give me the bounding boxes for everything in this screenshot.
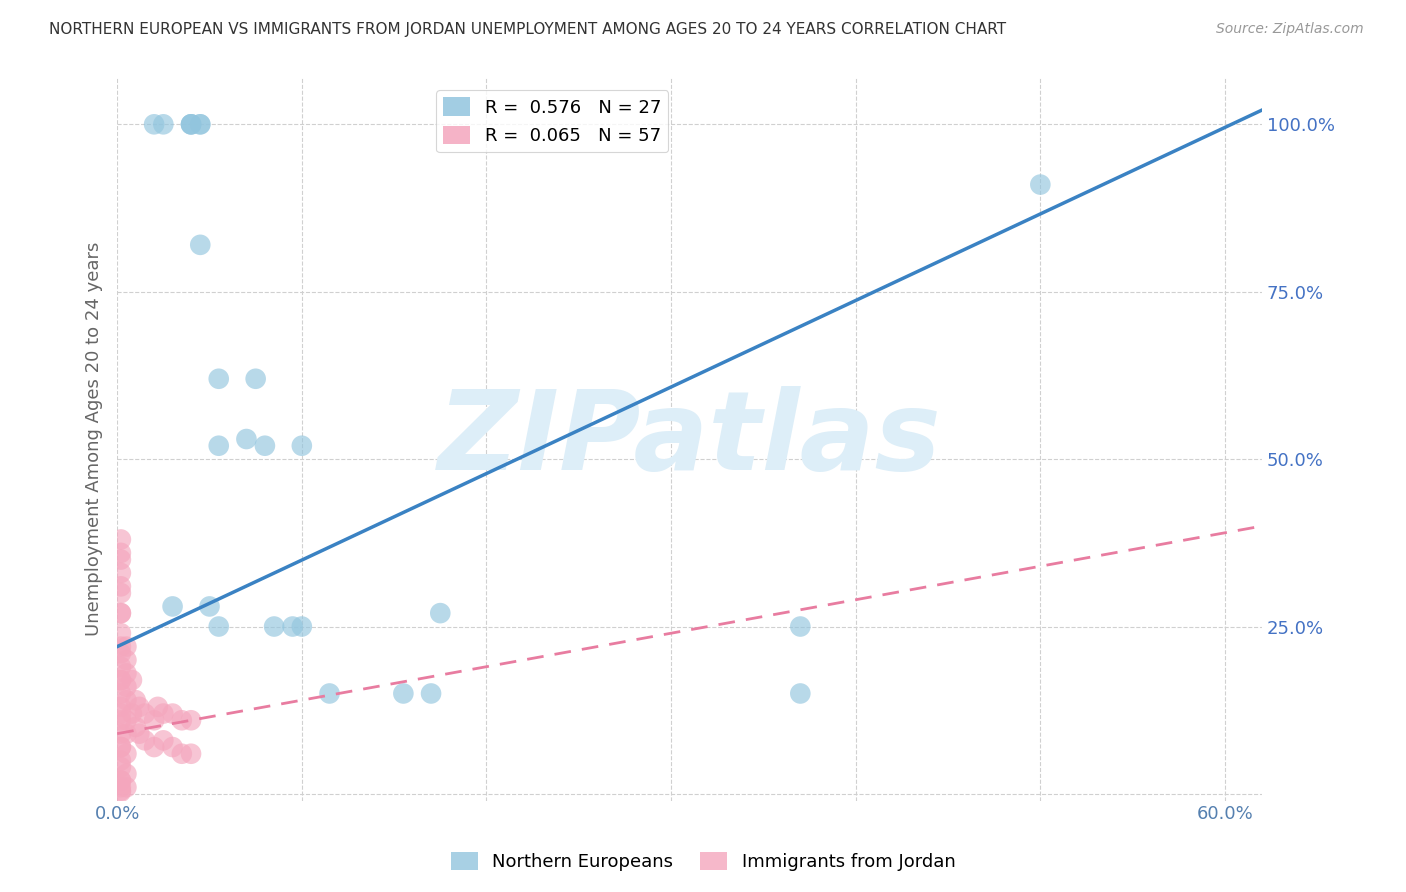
Point <box>263 619 285 633</box>
Point <box>110 673 132 687</box>
Point <box>110 673 132 687</box>
Point <box>152 733 174 747</box>
Point <box>110 699 132 714</box>
Point <box>110 659 132 673</box>
Point <box>110 785 132 799</box>
Point <box>110 740 132 755</box>
Point <box>188 117 211 131</box>
Point <box>110 606 132 620</box>
Point <box>143 117 166 131</box>
Point <box>124 720 146 734</box>
Legend: Northern Europeans, Immigrants from Jordan: Northern Europeans, Immigrants from Jord… <box>443 845 963 879</box>
Point <box>170 713 193 727</box>
Point <box>110 566 132 580</box>
Point <box>110 754 132 768</box>
Point <box>128 699 150 714</box>
Point <box>115 747 138 761</box>
Point <box>134 733 156 747</box>
Point <box>110 760 132 774</box>
Legend: R =  0.576   N = 27, R =  0.065   N = 57: R = 0.576 N = 27, R = 0.065 N = 57 <box>436 90 668 153</box>
Point <box>208 439 231 453</box>
Point <box>152 117 174 131</box>
Point <box>180 713 202 727</box>
Point <box>291 439 314 453</box>
Point <box>110 780 132 795</box>
Point <box>110 546 132 560</box>
Point <box>121 706 143 721</box>
Point <box>115 666 138 681</box>
Point <box>420 686 443 700</box>
Point <box>188 117 211 131</box>
Point <box>110 686 132 700</box>
Point <box>1029 178 1052 192</box>
Point <box>115 640 138 654</box>
Point <box>115 680 138 694</box>
Point <box>115 713 138 727</box>
Point <box>110 606 132 620</box>
Point <box>110 646 132 660</box>
Point <box>392 686 415 700</box>
Point <box>110 579 132 593</box>
Point <box>110 740 132 755</box>
Point <box>110 552 132 566</box>
Point <box>188 237 211 252</box>
Point <box>162 599 184 614</box>
Point <box>128 726 150 740</box>
Point <box>162 706 184 721</box>
Point <box>318 686 340 700</box>
Point <box>110 726 132 740</box>
Point <box>281 619 304 633</box>
Point <box>170 747 193 761</box>
Point <box>110 706 132 721</box>
Point <box>134 706 156 721</box>
Point <box>208 619 231 633</box>
Point <box>789 619 811 633</box>
Point <box>124 693 146 707</box>
Point <box>121 673 143 687</box>
Text: ZIPatlas: ZIPatlas <box>437 385 942 492</box>
Point <box>162 740 184 755</box>
Point <box>180 747 202 761</box>
Point <box>110 783 132 797</box>
Point <box>115 653 138 667</box>
Text: NORTHERN EUROPEAN VS IMMIGRANTS FROM JORDAN UNEMPLOYMENT AMONG AGES 20 TO 24 YEA: NORTHERN EUROPEAN VS IMMIGRANTS FROM JOR… <box>49 22 1007 37</box>
Point <box>208 372 231 386</box>
Point <box>180 117 202 131</box>
Point <box>143 713 166 727</box>
Point <box>115 767 138 781</box>
Point <box>115 693 138 707</box>
Point <box>180 117 202 131</box>
Point <box>110 773 132 788</box>
Point <box>789 686 811 700</box>
Point <box>110 773 132 788</box>
Point <box>180 117 202 131</box>
Point <box>110 533 132 547</box>
Point <box>152 706 174 721</box>
Point <box>110 640 132 654</box>
Y-axis label: Unemployment Among Ages 20 to 24 years: Unemployment Among Ages 20 to 24 years <box>86 242 103 636</box>
Point <box>146 699 169 714</box>
Point <box>291 619 314 633</box>
Point <box>198 599 221 614</box>
Point <box>110 713 132 727</box>
Text: Source: ZipAtlas.com: Source: ZipAtlas.com <box>1216 22 1364 37</box>
Point <box>143 740 166 755</box>
Point <box>115 726 138 740</box>
Point <box>235 432 257 446</box>
Point <box>245 372 267 386</box>
Point <box>110 586 132 600</box>
Point <box>115 780 138 795</box>
Point <box>429 606 451 620</box>
Point <box>253 439 276 453</box>
Point <box>110 626 132 640</box>
